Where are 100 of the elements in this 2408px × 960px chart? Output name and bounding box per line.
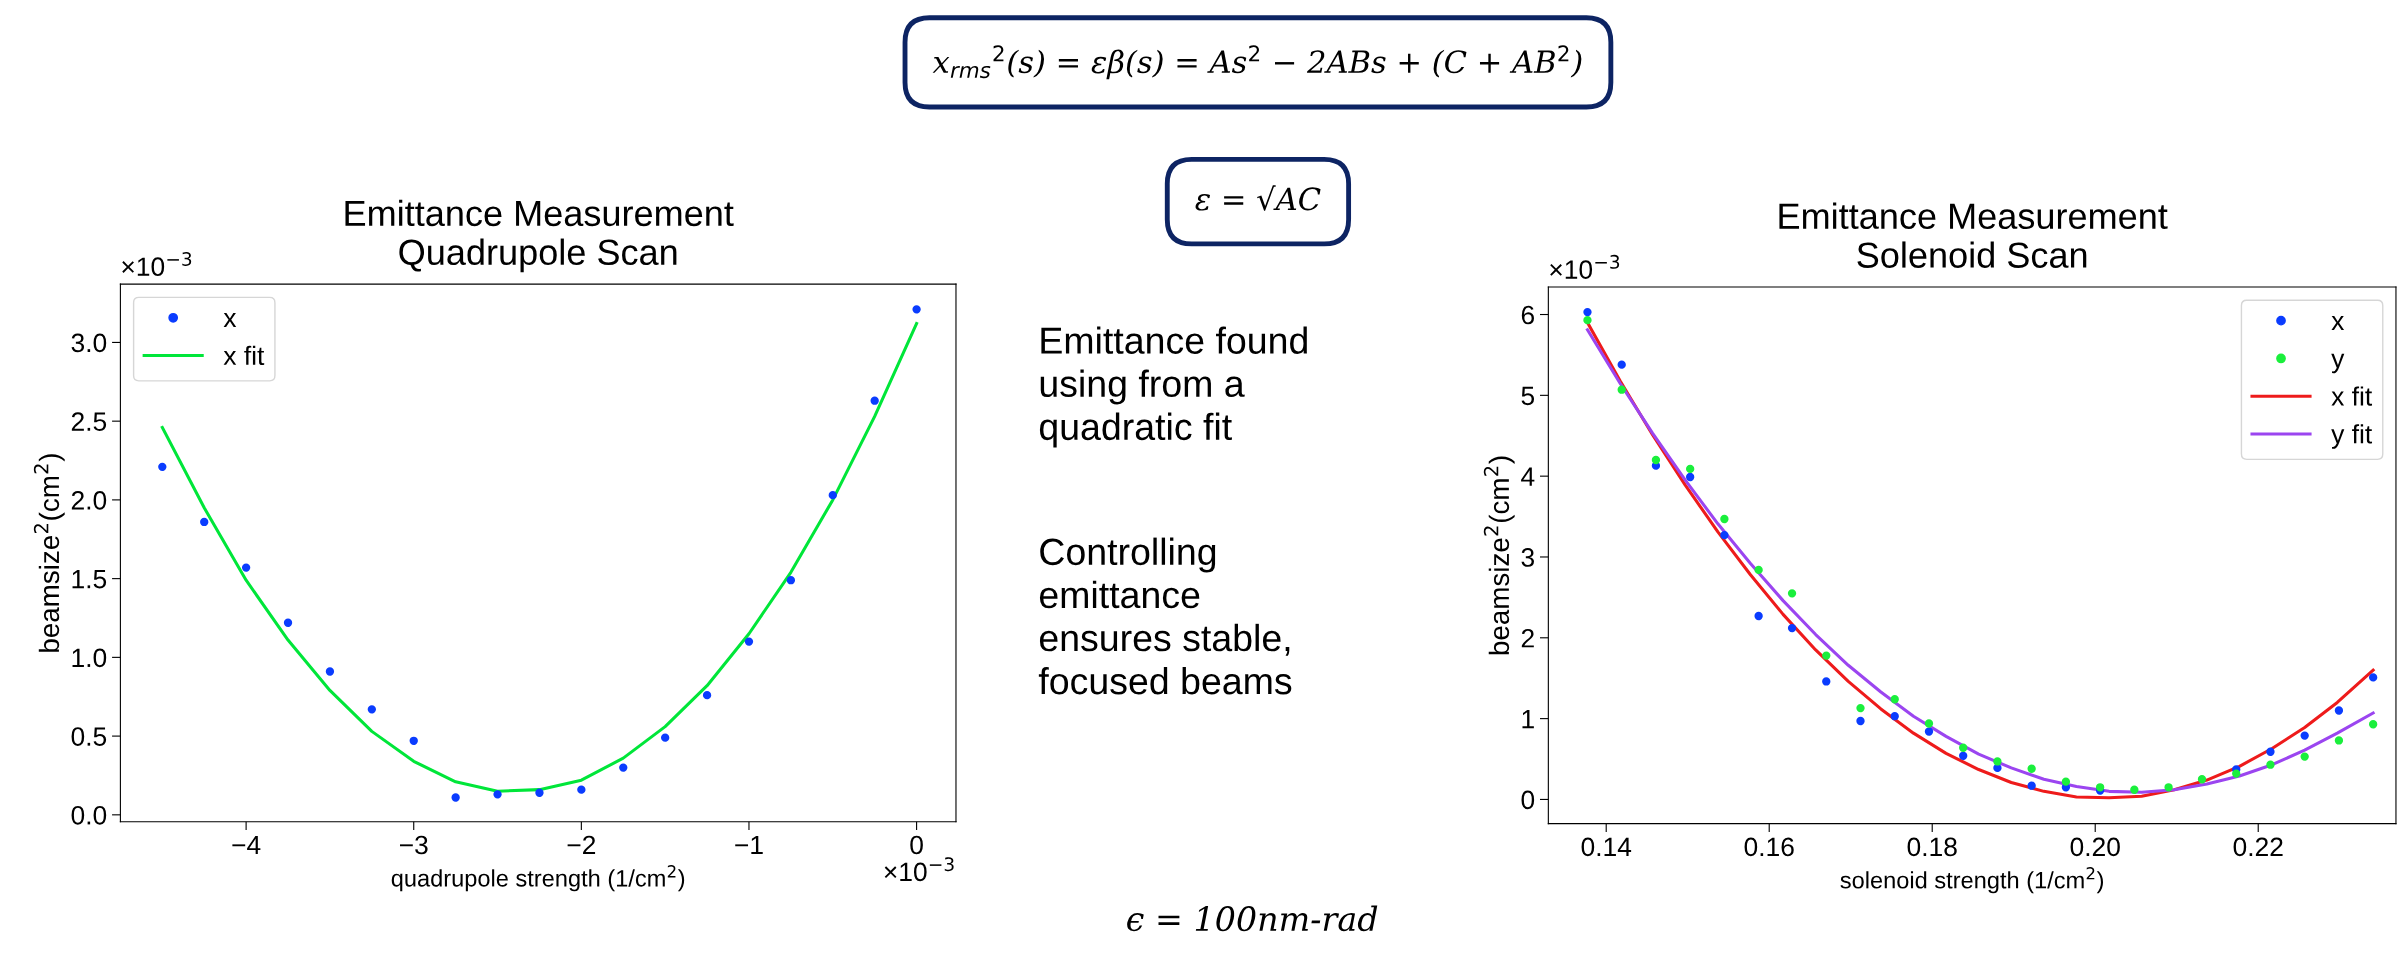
point — [1822, 651, 1831, 660]
x-axis-title: quadrupole strength (1/cm$^{2}$) — [391, 865, 685, 892]
chart-title: Emittance Measurement Solenoid Scan — [1779, 202, 2168, 268]
point — [870, 396, 879, 405]
point — [1787, 589, 1797, 598]
y-tick-label: 2.5 — [71, 412, 107, 431]
point — [1890, 712, 1899, 721]
point — [2130, 785, 2139, 794]
legend-label: y — [2331, 353, 2345, 374]
point — [2266, 760, 2275, 769]
point — [367, 705, 376, 714]
point — [1993, 757, 2002, 766]
point — [619, 763, 628, 772]
point — [2027, 764, 2036, 773]
point — [660, 733, 670, 742]
point — [1856, 716, 1865, 726]
point — [744, 637, 754, 646]
point — [577, 785, 586, 794]
legend-label: x fit — [223, 345, 265, 366]
point — [1685, 472, 1695, 482]
point — [409, 736, 418, 745]
point — [828, 491, 837, 500]
text: ϵ = 100nm-rad — [1127, 905, 1378, 932]
text: ×10$^{−3}$ — [884, 857, 954, 882]
x-tick-label: −3 — [399, 835, 428, 855]
point — [1754, 565, 1763, 575]
point — [2266, 747, 2275, 756]
point — [1959, 743, 1968, 752]
point — [2061, 777, 2071, 786]
point — [2164, 783, 2173, 792]
legend-label: x — [223, 313, 237, 328]
point — [1890, 695, 1899, 704]
x-tick-label: −4 — [232, 835, 261, 855]
point — [912, 305, 921, 314]
point — [1617, 385, 1626, 394]
y-tick-label: 2 — [1521, 628, 1534, 648]
y-tick-label: 3.0 — [71, 333, 107, 353]
y-tick-label: 1 — [1522, 710, 1534, 729]
y-axis-title: beamsize$^{2}$(cm$^{2}$) — [1483, 456, 1515, 655]
point — [1924, 727, 1934, 736]
x-tick-label: 0.18 — [1907, 837, 1957, 857]
point — [200, 517, 209, 527]
point — [2232, 769, 2241, 778]
point — [1685, 464, 1695, 474]
point — [1822, 677, 1831, 686]
point — [2368, 673, 2378, 682]
point — [535, 788, 544, 797]
point — [2197, 775, 2207, 784]
y-tick-label: 6 — [1521, 305, 1534, 325]
x-tick-label: −1 — [735, 835, 763, 855]
y-tick-label: 0 — [1521, 790, 1535, 810]
text: x$_{rms}$$^{2}$(s) = εβ(s) = As$^{2}$ − 2ABs + (C + AB$^{2}$) — [932, 45, 1582, 80]
point — [1959, 751, 1968, 760]
x-tick-label: −2 — [567, 835, 596, 855]
chart-title: Emittance Measurement Quadrupole Scan — [345, 199, 734, 273]
x-tick-label: 0.20 — [2070, 837, 2120, 857]
point — [1651, 455, 1661, 465]
point — [1924, 719, 1934, 728]
point — [241, 563, 251, 572]
point — [2368, 720, 2378, 729]
legend-label: x fit — [2331, 386, 2373, 406]
point — [786, 576, 796, 585]
y-tick-label: 4 — [1521, 467, 1535, 486]
point — [2027, 781, 2036, 790]
x-tick-label: 0.14 — [1581, 837, 1632, 857]
x-tick-label: 0 — [910, 835, 923, 855]
y-tick-label: 0.5 — [71, 727, 107, 746]
point — [493, 790, 502, 799]
point — [1617, 360, 1626, 369]
text: ×10$^{−3}$ — [122, 251, 192, 277]
point — [702, 690, 712, 700]
point — [1720, 514, 1729, 524]
y-tick-label: 3 — [1521, 548, 1534, 567]
point — [2300, 752, 2309, 761]
legend-label: x — [2331, 315, 2345, 330]
point — [1754, 611, 1763, 621]
point — [2334, 706, 2344, 715]
point — [1856, 703, 1865, 713]
y-tick-label: 5 — [1521, 386, 1535, 406]
text: ε = √AC — [1195, 185, 1321, 211]
point — [451, 793, 460, 802]
point — [2300, 731, 2309, 740]
y-tick-label: 1.0 — [72, 648, 107, 668]
point — [1787, 623, 1797, 633]
y-tick-label: 1.5 — [72, 570, 107, 589]
point — [1720, 530, 1729, 540]
point — [1583, 307, 1592, 317]
point — [158, 462, 167, 471]
text: ×10$^{−3}$ — [1550, 254, 1620, 279]
x-tick-label: 0.22 — [2233, 837, 2283, 857]
y-tick-label: 2.0 — [71, 491, 107, 510]
y-tick-label: 0.0 — [71, 805, 107, 825]
text: Controlling emittance ensures stable, focused beams — [1038, 537, 1292, 695]
point — [325, 667, 335, 676]
x-tick-label: 0.16 — [1744, 837, 1794, 857]
y-axis-title: beamsize$^{2}$(cm$^{2}$) — [33, 454, 65, 652]
point — [1583, 316, 1592, 325]
point — [283, 618, 293, 627]
legend-label: y fit — [2331, 424, 2373, 449]
x-axis-title: solenoid strength (1/cm$^{2}$) — [1840, 867, 2104, 894]
